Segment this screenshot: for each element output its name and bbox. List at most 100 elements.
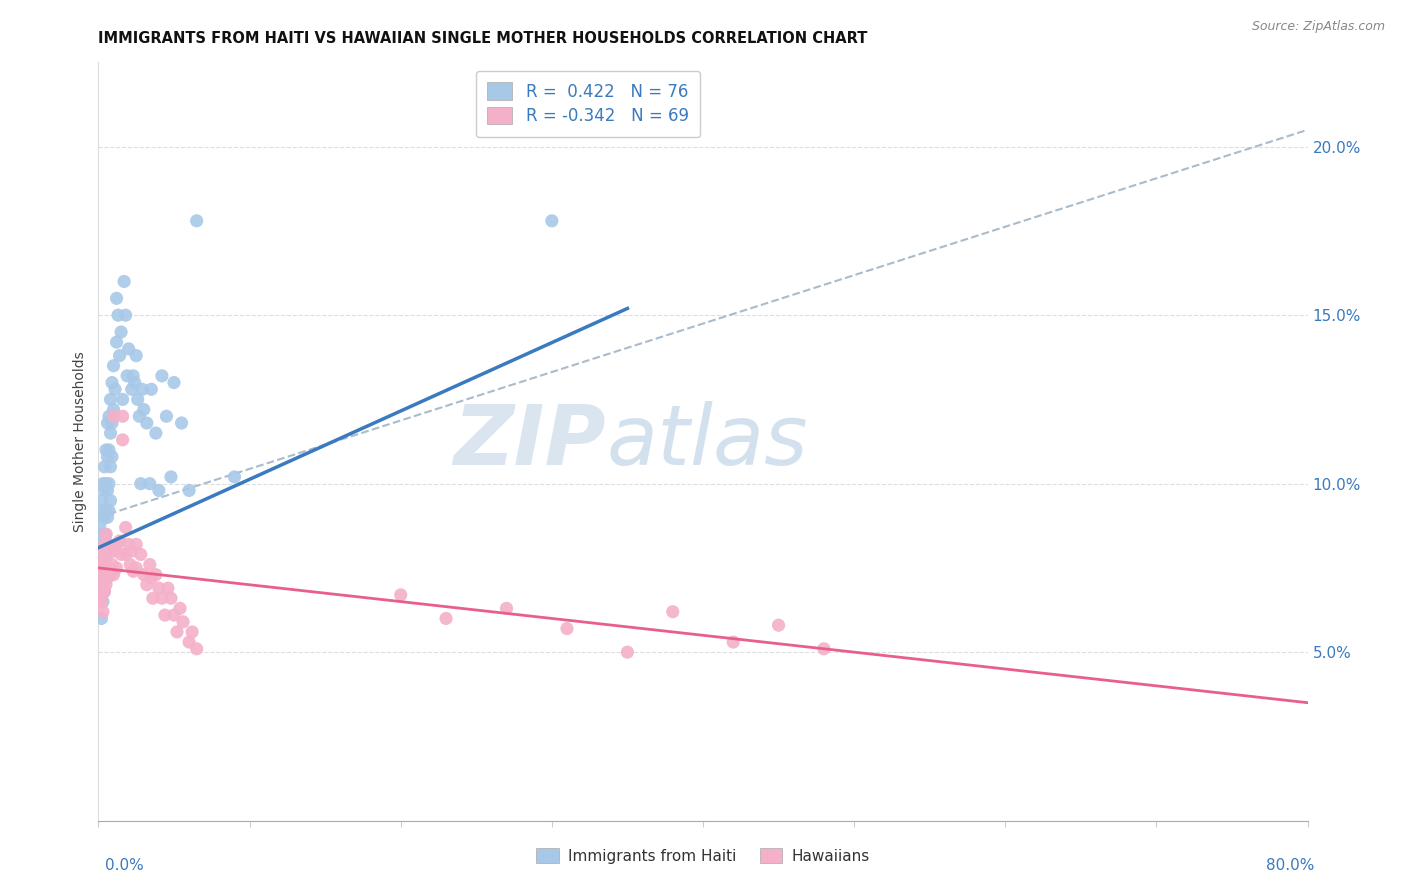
Point xyxy=(132,567,155,582)
Point xyxy=(131,382,153,396)
Point xyxy=(768,618,790,632)
Point xyxy=(100,544,122,558)
Point xyxy=(127,392,149,407)
Point xyxy=(111,392,134,407)
Point xyxy=(141,571,163,585)
Point xyxy=(122,368,145,383)
Point xyxy=(100,426,122,441)
Point xyxy=(160,591,183,606)
Point xyxy=(389,588,412,602)
Point xyxy=(93,537,115,551)
Point xyxy=(89,537,111,551)
Point xyxy=(94,527,117,541)
Point xyxy=(90,594,112,608)
Point xyxy=(93,561,115,575)
Point xyxy=(91,571,114,585)
Point xyxy=(163,608,186,623)
Point xyxy=(91,503,114,517)
Point xyxy=(100,392,122,407)
Point xyxy=(142,591,165,606)
Point xyxy=(103,409,125,424)
Point xyxy=(98,503,121,517)
Point xyxy=(93,510,115,524)
Point xyxy=(90,611,112,625)
Point xyxy=(103,402,125,417)
Point xyxy=(98,561,121,575)
Point xyxy=(94,571,117,585)
Point xyxy=(93,584,115,599)
Point xyxy=(103,544,125,558)
Point xyxy=(104,382,127,396)
Point xyxy=(101,376,124,390)
Point xyxy=(94,503,117,517)
Point xyxy=(91,605,114,619)
Point xyxy=(120,558,142,572)
Point xyxy=(186,641,208,656)
Point xyxy=(98,409,121,424)
Point xyxy=(91,476,114,491)
Point xyxy=(616,645,638,659)
Point xyxy=(186,214,208,228)
Point xyxy=(98,537,121,551)
Point xyxy=(94,550,117,565)
Point xyxy=(148,483,170,498)
Point xyxy=(103,359,125,373)
Point xyxy=(128,409,150,424)
Point xyxy=(91,527,114,541)
Point xyxy=(101,558,124,572)
Point xyxy=(135,416,157,430)
Point xyxy=(813,641,835,656)
Point xyxy=(93,537,115,551)
Point xyxy=(166,624,188,639)
Point xyxy=(125,537,148,551)
Text: ZIP: ZIP xyxy=(454,401,606,482)
Point xyxy=(135,578,157,592)
Point xyxy=(156,581,179,595)
Point xyxy=(90,561,112,575)
Point xyxy=(139,476,162,491)
Point xyxy=(105,335,128,350)
Point xyxy=(153,608,176,623)
Point xyxy=(495,601,517,615)
Point xyxy=(169,601,191,615)
Point xyxy=(96,510,118,524)
Point xyxy=(93,561,115,575)
Point xyxy=(94,550,117,565)
Point xyxy=(98,476,121,491)
Point xyxy=(101,416,124,430)
Point xyxy=(661,605,683,619)
Point xyxy=(100,493,122,508)
Point xyxy=(90,578,112,592)
Point xyxy=(224,470,246,484)
Point xyxy=(125,561,148,575)
Point xyxy=(141,382,163,396)
Point xyxy=(91,584,114,599)
Point xyxy=(114,548,136,562)
Point xyxy=(121,544,143,558)
Point xyxy=(121,382,143,396)
Text: 80.0%: 80.0% xyxy=(1267,858,1315,872)
Point xyxy=(93,584,115,599)
Point xyxy=(555,622,578,636)
Legend: Immigrants from Haiti, Hawaiians: Immigrants from Haiti, Hawaiians xyxy=(530,842,876,870)
Point xyxy=(122,564,145,578)
Point xyxy=(94,527,117,541)
Point xyxy=(145,567,167,582)
Point xyxy=(93,459,115,474)
Point xyxy=(111,433,134,447)
Point xyxy=(105,291,128,305)
Point xyxy=(163,376,186,390)
Point xyxy=(434,611,457,625)
Text: 0.0%: 0.0% xyxy=(105,858,145,872)
Point xyxy=(91,561,114,575)
Point xyxy=(100,459,122,474)
Point xyxy=(90,578,112,592)
Y-axis label: Single Mother Households: Single Mother Households xyxy=(73,351,87,532)
Point xyxy=(723,635,745,649)
Point xyxy=(124,376,146,390)
Point xyxy=(139,558,162,572)
Point xyxy=(96,571,118,585)
Point xyxy=(94,578,117,592)
Point xyxy=(155,409,177,424)
Point xyxy=(150,368,173,383)
